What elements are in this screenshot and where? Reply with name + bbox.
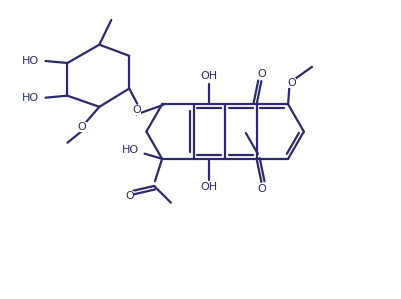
Text: HO: HO <box>22 93 38 103</box>
Text: O: O <box>256 69 265 79</box>
Text: O: O <box>287 78 295 88</box>
Text: OH: OH <box>200 182 217 192</box>
Text: HO: HO <box>122 145 139 155</box>
Text: O: O <box>256 184 265 194</box>
Text: O: O <box>132 105 140 115</box>
Text: O: O <box>78 122 86 132</box>
Text: OH: OH <box>200 71 217 81</box>
Text: HO: HO <box>22 56 38 65</box>
Text: O: O <box>125 191 134 201</box>
